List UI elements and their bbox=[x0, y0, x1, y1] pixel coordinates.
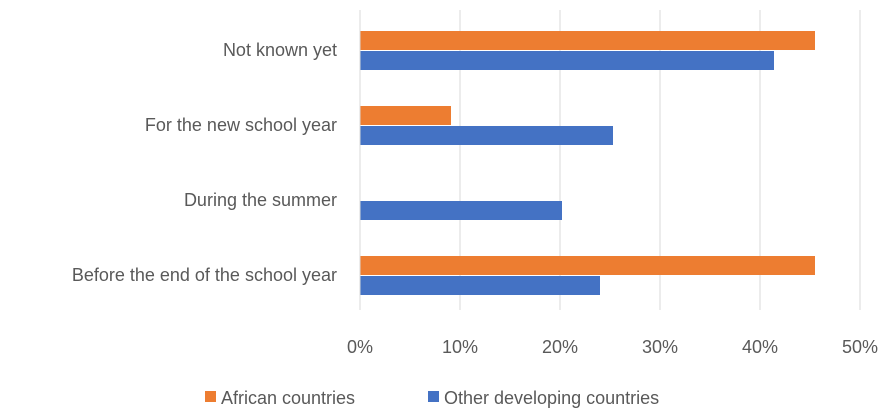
y-category-label: During the summer bbox=[184, 190, 337, 210]
x-tick-label: 20% bbox=[542, 337, 578, 357]
bars-layer bbox=[360, 31, 815, 295]
legend-label: African countries bbox=[221, 388, 355, 408]
bar-other-developing-0 bbox=[360, 51, 774, 70]
legend-swatch-1 bbox=[428, 391, 439, 402]
legend-label: Other developing countries bbox=[444, 388, 659, 408]
bar-other-developing-1 bbox=[360, 126, 613, 145]
axis-layer: 0% 10% 20% 30% 40% 50% Not known yet For the ne… bbox=[72, 10, 878, 357]
x-tick-label: 30% bbox=[642, 337, 678, 357]
y-category-label: Before the end of the school year bbox=[72, 265, 337, 285]
x-tick-label: 40% bbox=[742, 337, 778, 357]
y-category-label: For the new school year bbox=[145, 115, 337, 135]
bar-african-1 bbox=[360, 106, 451, 125]
x-tick-label: 50% bbox=[842, 337, 878, 357]
y-category-label: Not known yet bbox=[223, 40, 337, 60]
bar-african-3 bbox=[360, 256, 815, 275]
bar-african-0 bbox=[360, 31, 815, 50]
legend: African countries Other developing countr… bbox=[205, 388, 659, 408]
x-tick-label: 10% bbox=[442, 337, 478, 357]
bar-other-developing-3 bbox=[360, 276, 600, 295]
x-tick-label: 0% bbox=[347, 337, 373, 357]
bar-other-developing-2 bbox=[360, 201, 562, 220]
legend-swatch-0 bbox=[205, 391, 216, 402]
